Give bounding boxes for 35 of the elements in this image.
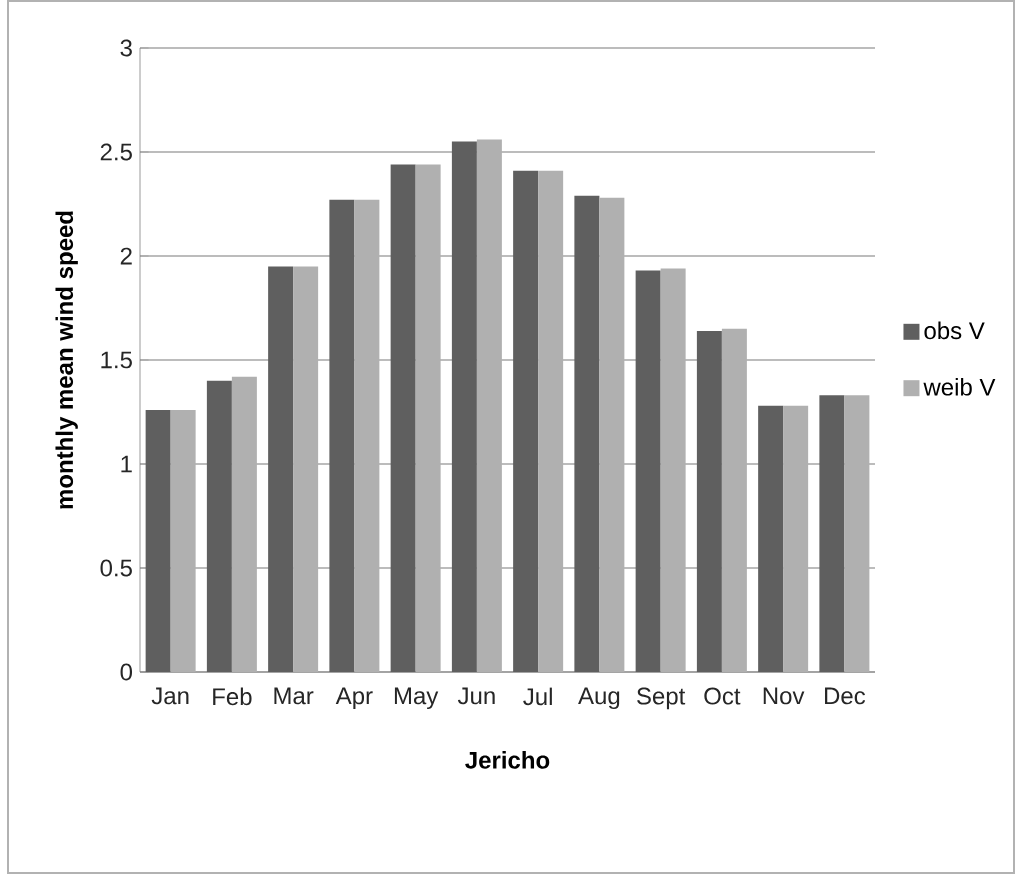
legend-label: obs V [924, 321, 985, 340]
x-tick-label: Sept [637, 687, 686, 710]
y-tick-label: 0.5 [100, 559, 132, 577]
bar [268, 266, 294, 672]
x-tick-label: Apr [335, 687, 373, 710]
x-tick-label: Aug [578, 687, 620, 710]
x-tick-label: May [394, 687, 439, 710]
x-axis-title: Jericho [465, 751, 550, 769]
y-tick-label: 1 [121, 455, 132, 473]
bar [758, 405, 784, 672]
x-tick-label: Dec [825, 687, 866, 705]
y-tick-label: 3 [120, 39, 132, 57]
x-tick-label: Oct [704, 687, 741, 705]
bar [696, 330, 722, 672]
x-tick-label: Jun [457, 687, 495, 705]
legend-label: weib V [923, 378, 996, 396]
x-tick-label: Feb [213, 687, 252, 706]
y-axis-title: monthly mean wind speed [55, 211, 78, 509]
bar [451, 141, 477, 672]
y-tick-label: 1.5 [101, 351, 132, 369]
y-tick-label: 2.5 [100, 143, 132, 161]
x-tick-label: Nov [763, 687, 805, 705]
bar [390, 164, 416, 672]
bar [206, 380, 232, 672]
bar [145, 409, 171, 672]
x-tick-label: Jan [151, 687, 189, 705]
bar [513, 170, 539, 672]
x-tick-label: Mar [274, 687, 314, 705]
bar [329, 199, 355, 672]
y-tick-label: 2 [120, 247, 132, 265]
bar [574, 195, 600, 672]
bar [635, 270, 661, 672]
x-tick-label: Jul [523, 687, 552, 706]
bar [819, 395, 845, 672]
y-tick-label: 0 [120, 663, 133, 681]
